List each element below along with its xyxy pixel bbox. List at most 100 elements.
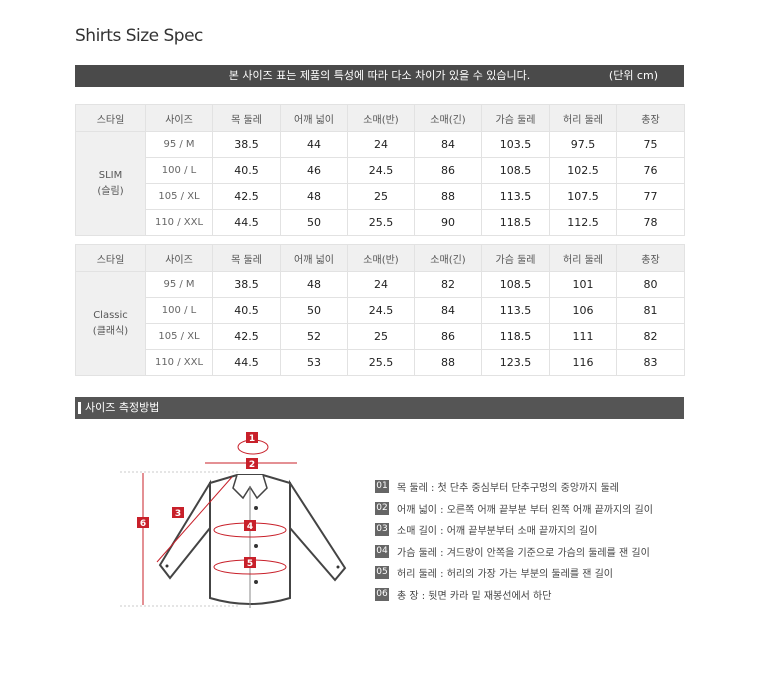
value-cell: 84 xyxy=(414,297,482,324)
size-cell: 95 / M xyxy=(145,271,213,298)
legend-text: 가슴 둘레 : 겨드랑이 안쪽을 기준으로 가슴의 둘레를 잰 길이 xyxy=(397,547,650,559)
legend-item: 03 소매 길이 : 어깨 끝부분부터 소매 끝까지의 길이 xyxy=(375,519,653,541)
column-header: 어깨 넓이 xyxy=(280,104,348,132)
size-cell: 100 / L xyxy=(145,297,213,324)
legend-item: 04 가슴 둘레 : 겨드랑이 안쪽을 기준으로 가슴의 둘레를 잰 길이 xyxy=(375,541,653,563)
value-cell: 48 xyxy=(280,271,348,298)
value-cell: 102.5 xyxy=(549,157,617,184)
value-cell: 82 xyxy=(616,323,685,350)
marker-label: 3 xyxy=(175,509,181,519)
style-cell: SLIM (슬림) xyxy=(75,131,146,236)
value-cell: 88 xyxy=(414,349,482,376)
value-cell: 101 xyxy=(549,271,617,298)
table-row: Classic (클래식) 95 / M 38.5 48 24 82 108.5 101 80 xyxy=(75,271,685,376)
value-cell: 90 xyxy=(414,209,482,236)
value-cell: 88 xyxy=(414,183,482,210)
page-title: Shirts Size Spec xyxy=(75,26,203,46)
size-cell: 95 / M xyxy=(145,131,213,158)
value-cell: 24.5 xyxy=(347,297,415,324)
value-cell: 77 xyxy=(616,183,685,210)
table-row: 110 / XXL 44.5 50 25.5 90 118.5 112.5 78 xyxy=(76,209,685,236)
table-row: 100 / L 40.5 50 24.5 84 113.5 106 81 xyxy=(76,297,685,324)
value-cell: 82 xyxy=(414,271,482,298)
measurement-legend: 01 목 둘레 : 첫 단추 중심부터 단추구멍의 중앙까지 둘레 02 어깨 넓이 … xyxy=(375,476,653,605)
size-table-slim: 스타일 사이즈 목 둘레 어깨 넓이 소매(반) 소매(긴) 가슴 둘레 허리 둘레 총장 SLI… xyxy=(75,104,685,236)
value-cell: 44.5 xyxy=(212,349,281,376)
value-cell: 107.5 xyxy=(549,183,617,210)
value-cell: 111 xyxy=(549,323,617,350)
size-cell: 110 / XXL xyxy=(145,209,213,236)
value-cell: 25.5 xyxy=(347,349,415,376)
value-cell: 76 xyxy=(616,157,685,184)
value-cell: 46 xyxy=(280,157,348,184)
size-table-classic: 스타일 사이즈 목 둘레 어깨 넓이 소매(반) 소매(긴) 가슴 둘레 허리 둘레 총장 Cla… xyxy=(75,244,685,376)
value-cell: 78 xyxy=(616,209,685,236)
column-header: 목 둘레 xyxy=(212,244,281,272)
table-row: 100 / L 40.5 46 24.5 86 108.5 102.5 76 xyxy=(76,157,685,184)
value-cell: 50 xyxy=(280,297,348,324)
size-cell: 110 / XXL xyxy=(145,349,213,376)
table-row: 105 / XL 42.5 52 25 86 118.5 111 82 xyxy=(76,323,685,350)
value-cell: 52 xyxy=(280,323,348,350)
legend-item: 02 어깨 넓이 : 오른쪽 어깨 끝부분 부터 왼쪽 어깨 끝까지의 길이 xyxy=(375,498,653,520)
column-header: 소매(긴) xyxy=(414,244,482,272)
column-header: 어깨 넓이 xyxy=(280,244,348,272)
legend-number: 05 xyxy=(375,566,389,580)
legend-text: 총 장 : 뒷면 카라 밑 재봉선에서 하단 xyxy=(397,590,552,602)
value-cell: 86 xyxy=(414,323,482,350)
marker-5 xyxy=(244,557,256,568)
marker-6 xyxy=(137,517,149,528)
column-header: 허리 둘레 xyxy=(549,244,617,272)
column-header: 사이즈 xyxy=(145,244,213,272)
value-cell: 44.5 xyxy=(212,209,281,236)
value-cell: 53 xyxy=(280,349,348,376)
marker-label: 4 xyxy=(247,522,253,532)
value-cell: 80 xyxy=(616,271,685,298)
shirt-illustration: 1 2 3 4 5 6 xyxy=(120,432,347,608)
column-header: 가슴 둘레 xyxy=(481,104,550,132)
shirt-diagram: 1 2 3 4 5 6 xyxy=(120,420,360,620)
column-header: 가슴 둘레 xyxy=(481,244,550,272)
value-cell: 50 xyxy=(280,209,348,236)
column-header: 소매(긴) xyxy=(414,104,482,132)
legend-number: 01 xyxy=(375,480,389,494)
column-header: 스타일 xyxy=(75,244,146,272)
value-cell: 113.5 xyxy=(481,297,550,324)
marker-4 xyxy=(244,520,256,531)
column-header: 총장 xyxy=(616,244,685,272)
value-cell: 25 xyxy=(347,183,415,210)
legend-text: 목 둘레 : 첫 단추 중심부터 단추구멍의 중앙까지 둘레 xyxy=(397,483,619,495)
size-cell: 100 / L xyxy=(145,157,213,184)
value-cell: 42.5 xyxy=(212,183,281,210)
value-cell: 112.5 xyxy=(549,209,617,236)
value-cell: 108.5 xyxy=(481,271,550,298)
marker-3 xyxy=(172,507,184,518)
notice-bar: 본 사이즈 표는 제품의 특성에 따라 다소 차이가 있을 수 있습니다. (단… xyxy=(75,65,684,87)
value-cell: 123.5 xyxy=(481,349,550,376)
column-header: 스타일 xyxy=(75,104,146,132)
column-header: 소매(반) xyxy=(347,104,415,132)
value-cell: 48 xyxy=(280,183,348,210)
legend-number: 02 xyxy=(375,501,389,515)
marker-1 xyxy=(246,432,258,443)
legend-number: 04 xyxy=(375,544,389,558)
legend-text: 소매 길이 : 어깨 끝부분부터 소매 끝까지의 길이 xyxy=(397,526,598,538)
value-cell: 44 xyxy=(280,131,348,158)
size-cell: 105 / XL xyxy=(145,323,213,350)
column-header: 사이즈 xyxy=(145,104,213,132)
style-cell: Classic (클래식) xyxy=(75,271,146,376)
value-cell: 103.5 xyxy=(481,131,550,158)
value-cell: 25.5 xyxy=(347,209,415,236)
value-cell: 40.5 xyxy=(212,297,281,324)
legend-text: 허리 둘레 : 허리의 가장 가는 부분의 둘레를 잰 길이 xyxy=(397,569,613,581)
table-row: SLIM (슬림) 95 / M 38.5 44 24 84 103.5 97.5 75 xyxy=(75,131,685,236)
value-cell: 83 xyxy=(616,349,685,376)
column-header: 허리 둘레 xyxy=(549,104,617,132)
column-header: 소매(반) xyxy=(347,244,415,272)
legend-item: 05 허리 둘레 : 허리의 가장 가는 부분의 둘레를 잰 길이 xyxy=(375,562,653,584)
header-row: 스타일 사이즈 목 둘레 어깨 넓이 소매(반) 소매(긴) 가슴 둘레 허리 둘레 총장 xyxy=(75,244,685,272)
notice-message: 본 사이즈 표는 제품의 특성에 따라 다소 차이가 있을 수 있습니다. xyxy=(228,69,531,82)
value-cell: 118.5 xyxy=(481,209,550,236)
marker-label: 2 xyxy=(249,460,255,470)
value-cell: 81 xyxy=(616,297,685,324)
